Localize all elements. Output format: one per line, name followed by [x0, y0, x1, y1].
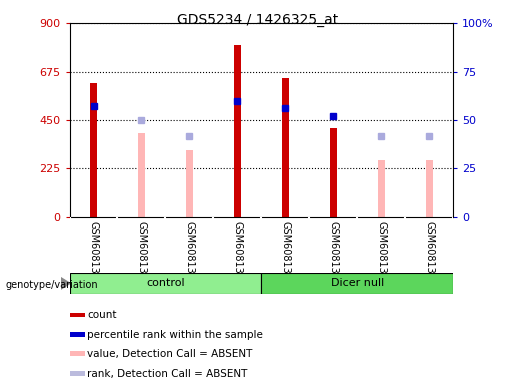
Text: value, Detection Call = ABSENT: value, Detection Call = ABSENT: [87, 349, 252, 359]
Text: GSM608133: GSM608133: [232, 222, 243, 280]
Text: Dicer null: Dicer null: [331, 278, 384, 288]
Text: GSM608130: GSM608130: [89, 222, 98, 280]
Text: GSM608136: GSM608136: [376, 222, 386, 280]
Bar: [70, 371, 84, 376]
Text: rank, Detection Call = ABSENT: rank, Detection Call = ABSENT: [87, 369, 247, 379]
Bar: [70, 333, 84, 337]
Text: control: control: [146, 278, 185, 288]
Bar: [425, 160, 433, 217]
Text: genotype/variation: genotype/variation: [5, 280, 98, 290]
Text: GSM608135: GSM608135: [328, 222, 338, 280]
Text: GSM608131: GSM608131: [136, 222, 146, 280]
Bar: [138, 133, 145, 217]
Bar: [330, 127, 337, 217]
Bar: [70, 273, 261, 294]
Bar: [90, 83, 97, 217]
Bar: [377, 160, 385, 217]
Text: GSM608134: GSM608134: [280, 222, 290, 280]
Bar: [282, 78, 289, 217]
Text: count: count: [87, 310, 116, 320]
Text: GSM608137: GSM608137: [424, 222, 434, 280]
Bar: [234, 45, 241, 217]
Polygon shape: [61, 278, 70, 289]
Text: GDS5234 / 1426325_at: GDS5234 / 1426325_at: [177, 13, 338, 27]
Bar: [261, 273, 453, 294]
Bar: [70, 351, 84, 356]
Text: GSM608132: GSM608132: [184, 222, 195, 280]
Bar: [70, 313, 84, 317]
Text: percentile rank within the sample: percentile rank within the sample: [87, 330, 263, 340]
Bar: [186, 150, 193, 217]
